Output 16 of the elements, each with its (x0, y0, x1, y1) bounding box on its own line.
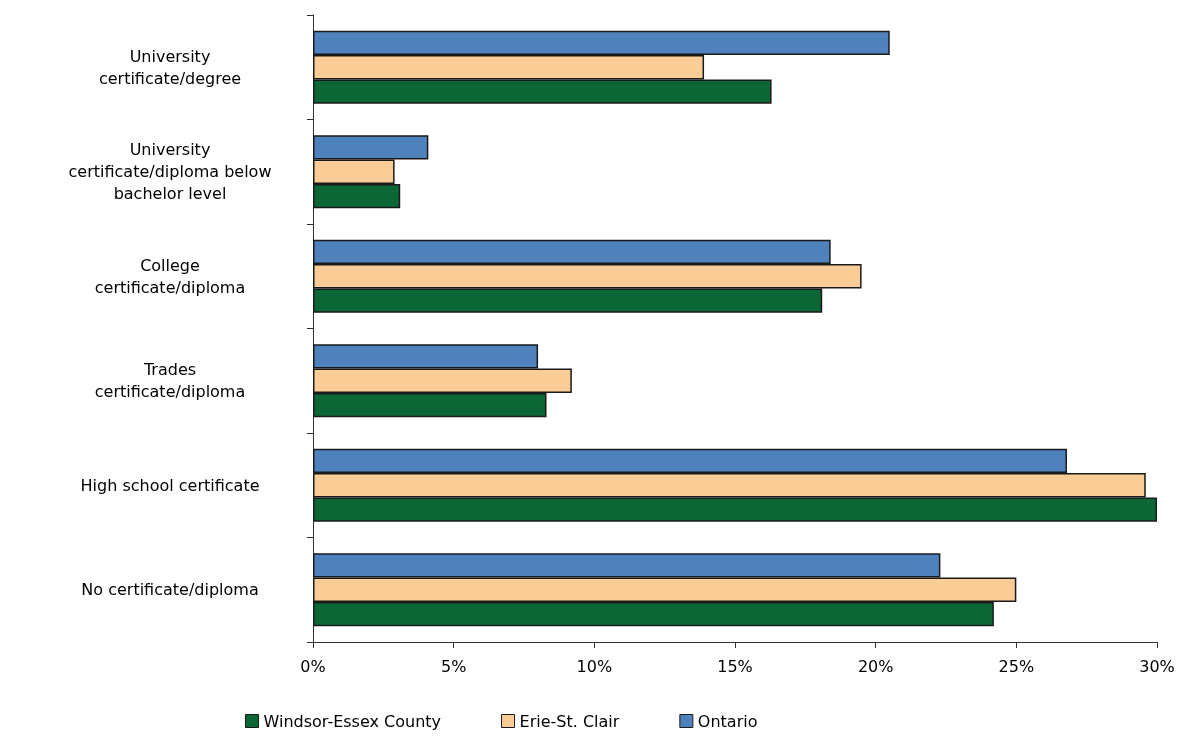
x-tick-label: 25% (998, 656, 1035, 676)
y-tick-label: No certificate/diploma (81, 580, 259, 600)
y-tick-label: High school certificate (80, 475, 260, 495)
legend-label: Ontario (697, 711, 758, 731)
x-tick-label: 0% (300, 656, 326, 676)
y-tick-label: University certificate/degree (98, 46, 242, 88)
legend-label: Windsor-Essex County (263, 711, 442, 731)
x-tick-label: 30% (1139, 656, 1175, 676)
legend-label: Erie-St. Clair (519, 711, 620, 731)
y-tick-label: College certificate/diploma (94, 255, 246, 297)
x-tick-label: 15% (717, 656, 753, 676)
y-tick-label: Trades certificate/diploma (94, 360, 246, 402)
x-tick-label: 20% (857, 656, 894, 676)
x-tick-label: 5% (440, 656, 467, 676)
y-tick-label: University certificate/diploma below bachelor level (68, 140, 272, 204)
x-tick-label: 10% (576, 656, 613, 676)
